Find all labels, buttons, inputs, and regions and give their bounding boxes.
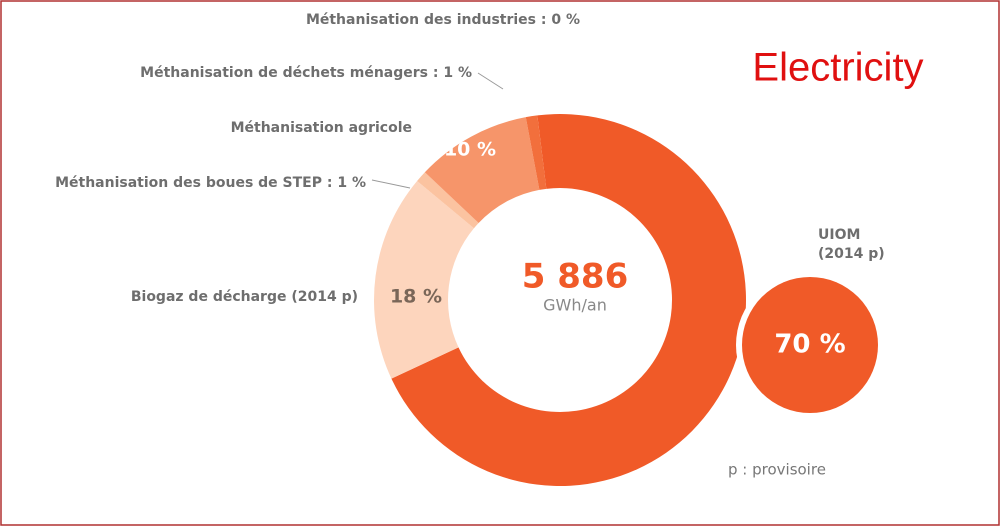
slice <box>417 172 479 229</box>
center-unit: GWh/an <box>543 296 607 315</box>
category-label: Méthanisation des industries : 0 % <box>306 12 580 28</box>
category-label: Méthanisation agricole <box>231 120 412 136</box>
slice <box>374 180 474 379</box>
slice <box>391 113 746 486</box>
center-value: 5 886 <box>522 257 628 297</box>
slice <box>424 117 540 224</box>
note: p : provisoire <box>728 461 826 479</box>
leader-line <box>371 179 411 189</box>
value-label: 70 % <box>774 330 845 360</box>
value-label: 18 % <box>390 286 442 308</box>
leader-line <box>477 72 504 90</box>
highlight-bubble <box>742 277 878 413</box>
chart-title: Electricity <box>752 46 923 90</box>
category-label: Méthanisation des boues de STEP : 1 % <box>55 175 366 191</box>
slice <box>525 115 547 190</box>
category-label: Méthanisation de déchets ménagers : 1 % <box>140 65 472 81</box>
category-label: Biogaz de décharge (2014 p) <box>131 289 358 305</box>
category-label: UIOM (2014 p) <box>818 227 885 262</box>
value-label: 10 % <box>444 139 496 161</box>
